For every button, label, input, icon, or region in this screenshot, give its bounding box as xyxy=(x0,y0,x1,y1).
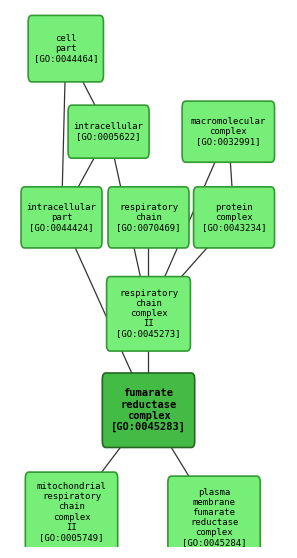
FancyBboxPatch shape xyxy=(102,373,195,448)
Text: plasma
membrane
fumarate
reductase
complex
[GO:0045284]: plasma membrane fumarate reductase compl… xyxy=(182,488,246,547)
FancyBboxPatch shape xyxy=(168,476,260,558)
FancyBboxPatch shape xyxy=(182,101,274,162)
FancyBboxPatch shape xyxy=(28,16,103,82)
FancyBboxPatch shape xyxy=(108,187,189,248)
FancyBboxPatch shape xyxy=(21,187,102,248)
Text: intracellular
part
[GO:0044424]: intracellular part [GO:0044424] xyxy=(27,203,97,232)
Text: macromolecular
complex
[GO:0032991]: macromolecular complex [GO:0032991] xyxy=(191,117,266,146)
FancyBboxPatch shape xyxy=(194,187,274,248)
Text: respiratory
chain
complex
II
[GO:0045273]: respiratory chain complex II [GO:0045273… xyxy=(116,289,181,338)
Text: intracellular
[GO:0005622]: intracellular [GO:0005622] xyxy=(74,122,143,141)
FancyBboxPatch shape xyxy=(68,105,149,158)
Text: protein
complex
[GO:0043234]: protein complex [GO:0043234] xyxy=(202,203,266,232)
Text: cell
part
[GO:0044464]: cell part [GO:0044464] xyxy=(34,34,98,63)
Text: mitochondrial
respiratory
chain
complex
II
[GO:0005749]: mitochondrial respiratory chain complex … xyxy=(37,483,106,542)
Text: respiratory
chain
[GO:0070469]: respiratory chain [GO:0070469] xyxy=(116,203,181,232)
FancyBboxPatch shape xyxy=(25,472,118,552)
FancyBboxPatch shape xyxy=(107,277,190,351)
Text: fumarate
reductase
complex
[GO:0045283]: fumarate reductase complex [GO:0045283] xyxy=(111,388,186,432)
